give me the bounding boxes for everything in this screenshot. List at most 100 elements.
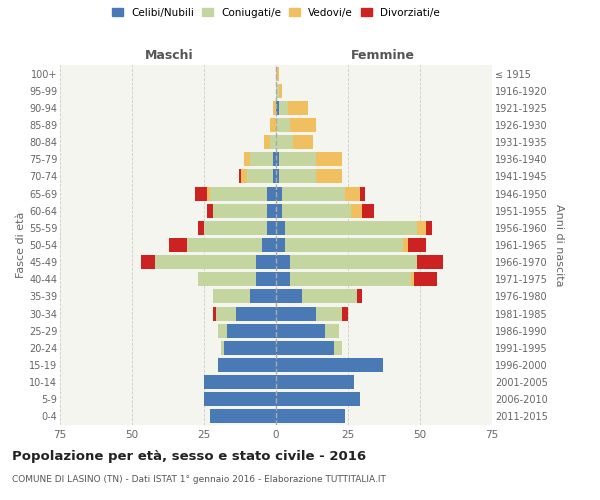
Bar [218, 324, 227, 338]
Bar [325, 324, 340, 338]
Bar [169, 238, 187, 252]
Bar [409, 238, 426, 252]
Bar [279, 101, 287, 115]
Bar [247, 170, 273, 183]
Bar [334, 341, 342, 355]
Bar [279, 84, 282, 98]
Bar [276, 410, 345, 424]
Bar [345, 186, 359, 200]
Bar [227, 324, 276, 338]
Text: Popolazione per età, sesso e stato civile - 2016: Popolazione per età, sesso e stato civil… [12, 450, 366, 463]
Bar [414, 272, 437, 286]
Bar [268, 221, 276, 235]
Bar [250, 152, 273, 166]
Bar [268, 204, 276, 218]
Bar [359, 186, 365, 200]
Bar [276, 238, 284, 252]
Bar [276, 324, 325, 338]
Bar [342, 306, 348, 320]
Bar [316, 306, 342, 320]
Bar [212, 290, 250, 304]
Bar [276, 392, 359, 406]
Bar [241, 170, 247, 183]
Bar [270, 118, 276, 132]
Bar [279, 170, 316, 183]
Bar [198, 221, 204, 235]
Bar [276, 341, 334, 355]
Bar [187, 238, 262, 252]
Bar [207, 204, 212, 218]
Bar [198, 272, 256, 286]
Bar [276, 66, 279, 80]
Bar [276, 135, 293, 149]
Bar [204, 375, 276, 389]
Bar [250, 290, 276, 304]
Bar [155, 255, 256, 269]
Bar [356, 290, 362, 304]
Bar [290, 118, 316, 132]
Bar [218, 358, 276, 372]
Bar [284, 221, 417, 235]
Bar [221, 341, 224, 355]
Bar [276, 204, 282, 218]
Bar [210, 410, 276, 424]
Text: Femmine: Femmine [350, 50, 415, 62]
Bar [362, 204, 374, 218]
Bar [276, 221, 284, 235]
Bar [290, 272, 412, 286]
Text: Maschi: Maschi [145, 50, 194, 62]
Bar [212, 204, 268, 218]
Bar [276, 306, 316, 320]
Bar [276, 152, 279, 166]
Bar [282, 204, 351, 218]
Bar [403, 238, 409, 252]
Bar [140, 255, 155, 269]
Bar [417, 221, 426, 235]
Bar [284, 238, 403, 252]
Bar [212, 306, 215, 320]
Bar [276, 186, 282, 200]
Bar [351, 204, 362, 218]
Bar [302, 290, 356, 304]
Bar [256, 255, 276, 269]
Bar [412, 272, 414, 286]
Bar [210, 186, 268, 200]
Bar [276, 290, 302, 304]
Bar [276, 84, 279, 98]
Bar [290, 255, 417, 269]
Y-axis label: Anni di nascita: Anni di nascita [554, 204, 565, 286]
Bar [276, 255, 290, 269]
Bar [204, 392, 276, 406]
Bar [207, 186, 210, 200]
Legend: Celibi/Nubili, Coniugati/e, Vedovi/e, Divorziati/e: Celibi/Nubili, Coniugati/e, Vedovi/e, Di… [112, 8, 440, 18]
Text: COMUNE DI LASINO (TN) - Dati ISTAT 1° gennaio 2016 - Elaborazione TUTTITALIA.IT: COMUNE DI LASINO (TN) - Dati ISTAT 1° ge… [12, 475, 386, 484]
Bar [276, 375, 354, 389]
Bar [282, 186, 345, 200]
Bar [273, 152, 276, 166]
Bar [293, 135, 313, 149]
Bar [265, 135, 270, 149]
Bar [316, 152, 342, 166]
Bar [273, 101, 276, 115]
Bar [262, 238, 276, 252]
Bar [279, 152, 316, 166]
Bar [276, 101, 279, 115]
Y-axis label: Fasce di età: Fasce di età [16, 212, 26, 278]
Bar [276, 118, 290, 132]
Bar [276, 170, 279, 183]
Bar [276, 358, 383, 372]
Bar [276, 272, 290, 286]
Bar [196, 186, 207, 200]
Bar [287, 101, 308, 115]
Bar [273, 170, 276, 183]
Bar [417, 255, 443, 269]
Bar [426, 221, 431, 235]
Bar [215, 306, 236, 320]
Bar [256, 272, 276, 286]
Bar [204, 221, 268, 235]
Bar [244, 152, 250, 166]
Bar [270, 135, 276, 149]
Bar [224, 341, 276, 355]
Bar [236, 306, 276, 320]
Bar [316, 170, 342, 183]
